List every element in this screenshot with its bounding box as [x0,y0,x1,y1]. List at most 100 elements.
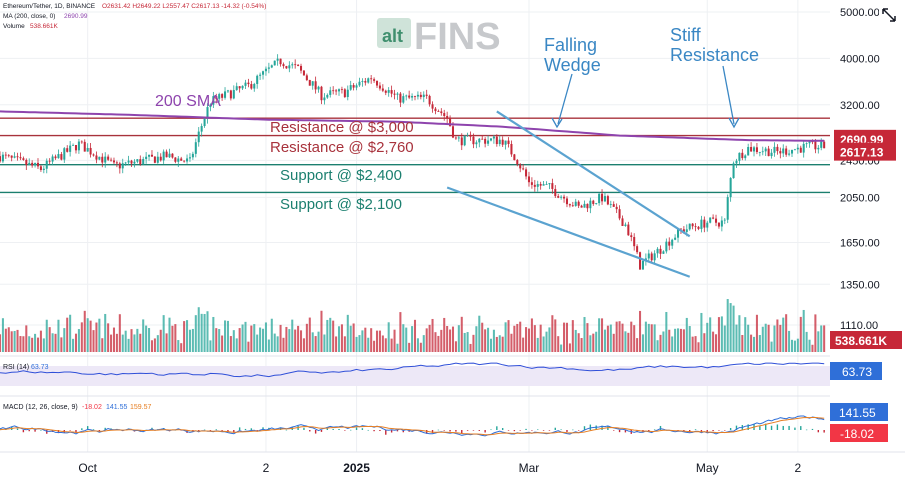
candle-body [758,152,761,153]
volume-bar [530,318,533,352]
volume-bar [621,323,624,352]
volume-bar [495,336,498,352]
volume-bar [221,335,224,352]
macd-hist-bar [712,430,714,432]
macd-pane: 141.55 -18.02 [0,403,888,442]
volume-bar [764,323,767,352]
volume-bar [402,324,405,352]
volume-bar [811,344,814,352]
volume-bar [399,312,402,352]
volume-bar [451,326,455,352]
volume-bar [54,333,57,352]
macd-hist-bar [817,430,820,433]
volume-bar [752,336,756,352]
candle-body [674,237,677,240]
macd-hist-bar [507,430,510,431]
candle-body [235,86,238,90]
candle-body [662,251,665,254]
candle-body [0,156,2,162]
candle-body [370,78,373,80]
candle-body [358,81,361,86]
macd-hist-bar [256,430,258,431]
macd-hist-bar [227,430,229,433]
candle-body [606,196,609,205]
volume-bar [13,330,16,352]
volume-bar [823,325,826,352]
volume-bar [738,315,741,352]
candle-body [747,146,750,156]
candle-body [226,90,229,92]
volume-bar [747,324,750,352]
candle-body [145,156,148,159]
candle-body [232,89,235,99]
candle-body [89,147,92,155]
candle-body [440,111,443,114]
volume-bar [478,315,481,352]
volume-bar [659,334,662,352]
time-axis[interactable]: Oct 2 2025 Mar May 2 [78,461,801,475]
resistance-arrow [722,65,735,125]
volume-bar [358,335,361,352]
volume-bar [387,322,390,352]
macd-hist-bar [659,425,662,430]
volume-bar [788,330,791,352]
candle-body [665,241,668,252]
macd-hist-bar [367,429,369,431]
candle-body [434,108,437,112]
macd-hist-bar [560,429,562,431]
volume-bar [472,334,475,352]
candle-body [218,94,221,99]
volume-bar [565,322,568,352]
volume-bar [267,339,270,352]
macd-hist-bar [314,430,317,434]
volume-bar [118,314,121,352]
volume-bar [340,324,343,352]
volume-bar [501,336,504,352]
volume-bar [720,316,723,352]
volume-bar [186,320,189,352]
volume-bar [10,331,13,352]
macd-hist-bar [285,429,288,431]
volume-bar [112,327,116,352]
volume-bar [171,325,174,352]
candle-body [124,162,127,164]
candle-body [165,151,168,158]
volume-bar [542,336,545,352]
volume-bar [206,311,209,352]
candle-body [133,161,136,164]
candle-body [668,241,671,246]
volume-bar [413,319,417,352]
volume-bar [609,324,612,352]
volume-bar [203,313,206,352]
volume-bar [148,328,151,352]
fullscreen-icon[interactable] [879,5,899,25]
macd-hist-bar [437,429,440,431]
volume-bar [209,340,212,352]
volume-bar [25,325,28,352]
candle-body [238,86,241,89]
price-axis[interactable]: 5000.004000.003200.002450.002050.001650.… [840,7,880,332]
volume-bar [165,333,168,352]
macd-hist-bar [250,428,253,430]
candle-body [355,85,358,88]
volume-bar [525,327,528,352]
volume-bar [162,315,165,352]
candle-body [259,74,262,76]
falling-wedge-line2: Wedge [544,55,601,75]
volume-bar [142,319,145,352]
candle-body [627,224,630,236]
volume-bar [408,342,411,352]
volume-bar [618,321,621,352]
candle-body [337,89,341,92]
candle-body [387,90,390,93]
candle-body [510,143,513,155]
volume-bar [636,338,639,352]
candle-body [598,193,601,204]
volume-bar [323,334,326,352]
volume-bar [422,335,425,352]
legend-symbol: Ethereum/Tether, 1D, BINANCE [3,3,96,10]
candle-body [375,80,379,86]
volume-bar [232,330,235,352]
candle-body [425,94,428,96]
candle-body [709,217,712,223]
